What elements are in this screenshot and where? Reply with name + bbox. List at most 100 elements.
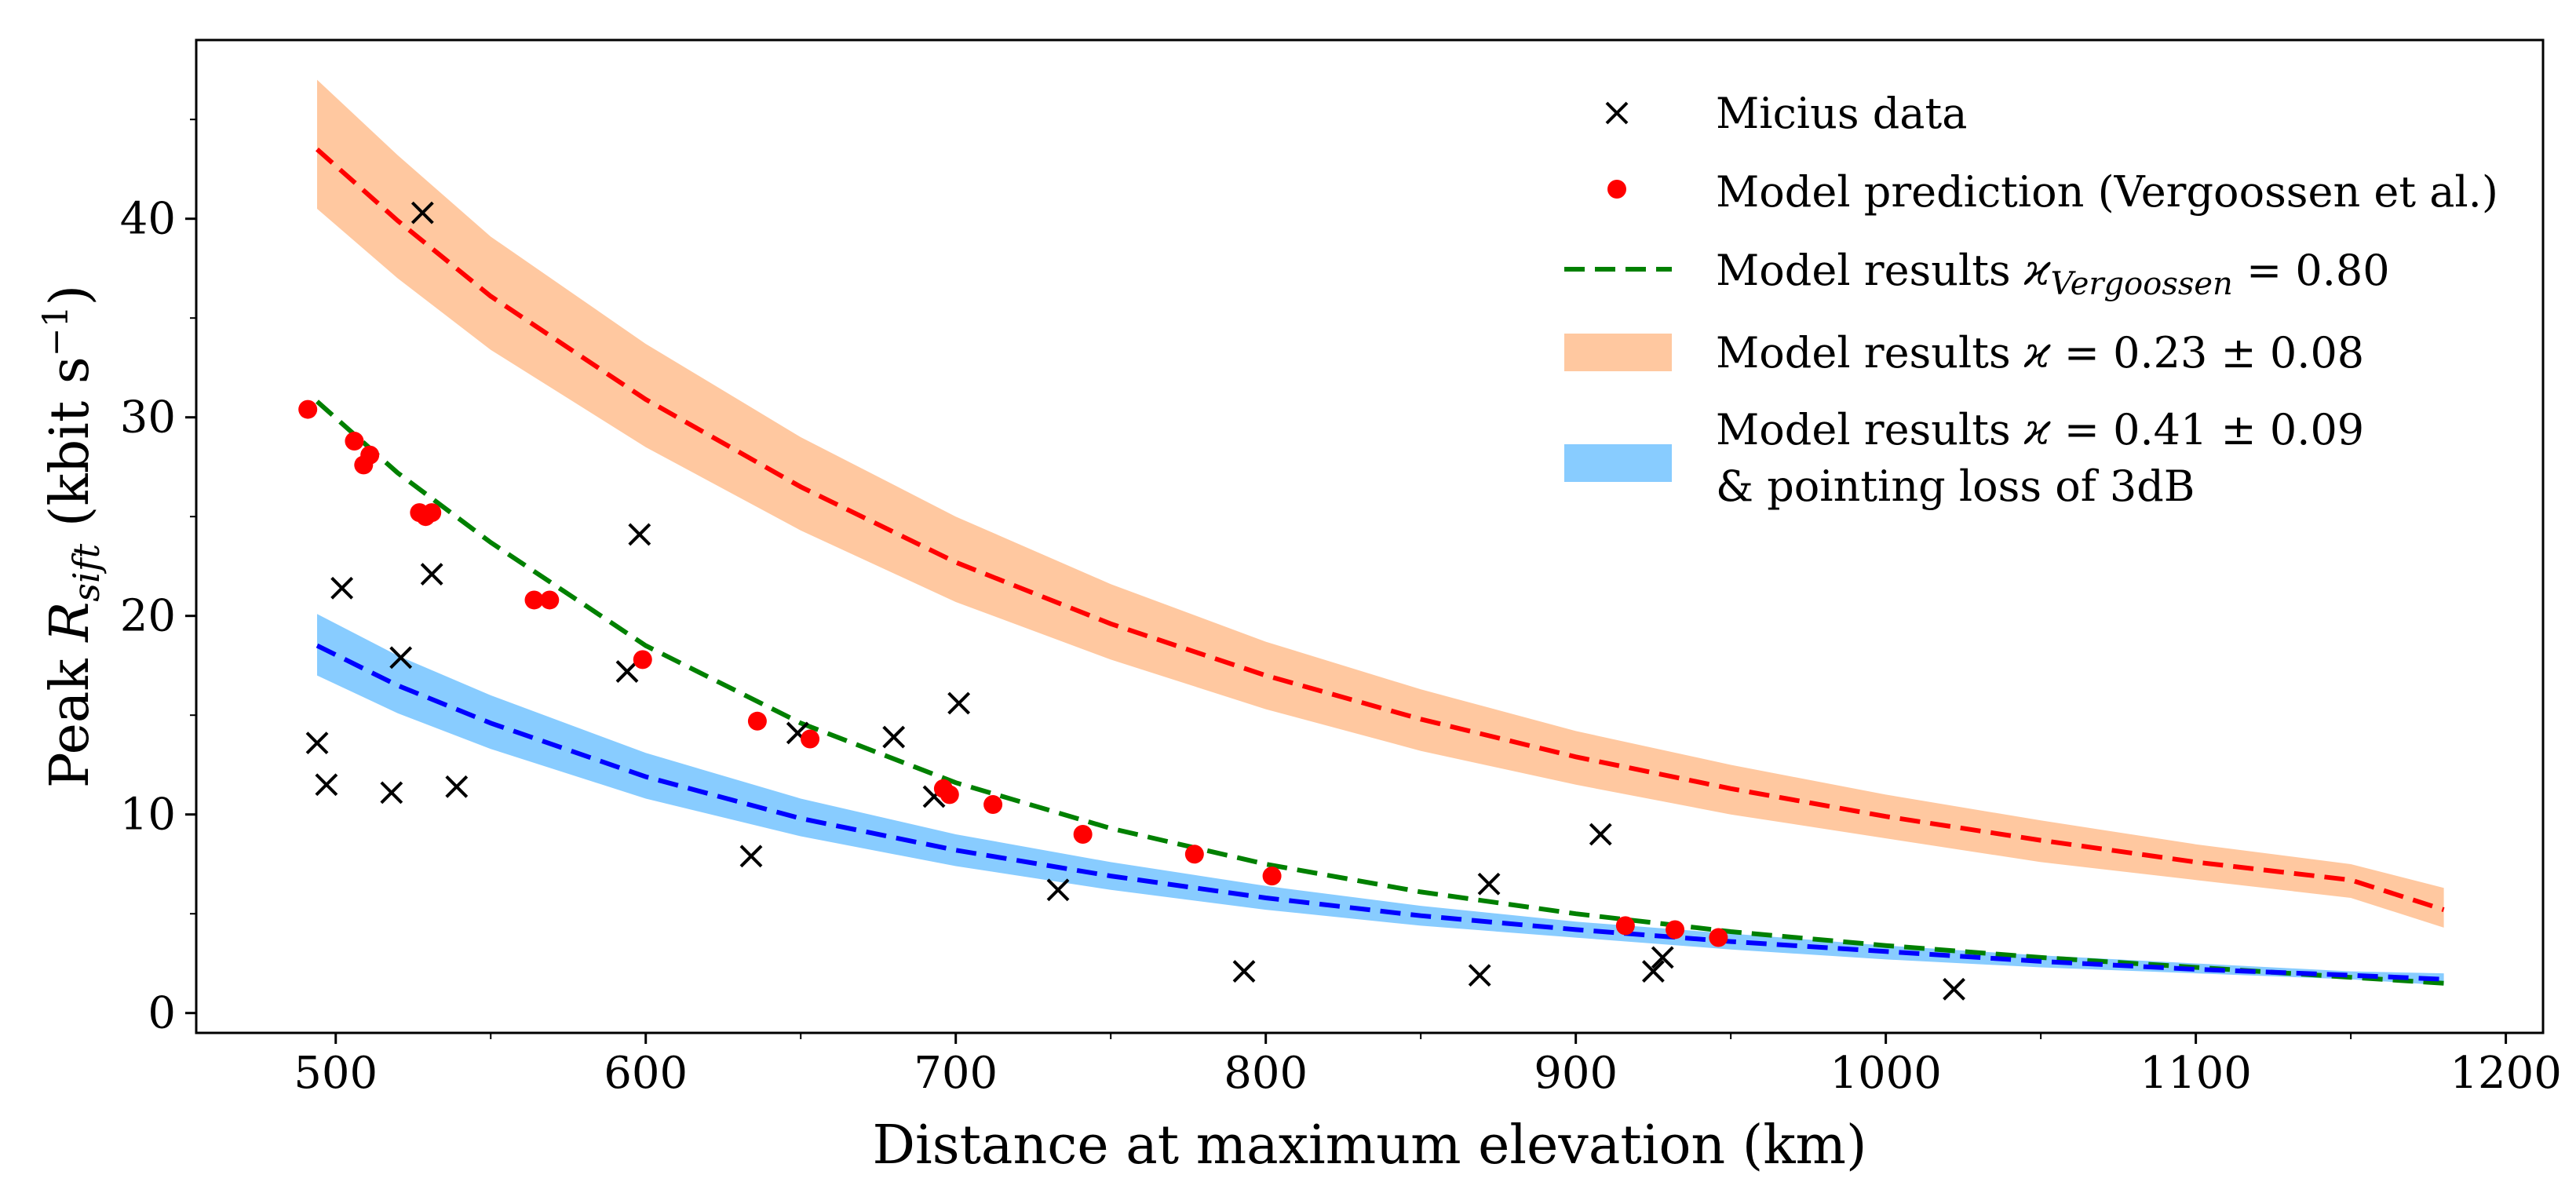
prediction-point-9 [633, 650, 652, 669]
micius-point-stroke-b [389, 646, 413, 669]
legend-label-vergoossen: Model results ϰVergoossen = 0.80 [1716, 246, 2390, 302]
legend-swatch-blue [1564, 444, 1672, 482]
y-label-subscript: sift [65, 543, 108, 601]
legend-label-blue-band-line2: & pointing loss of 3dB [1716, 462, 2195, 511]
band-series-4 [317, 614, 2444, 986]
x-tick-label-1000: 1000 [1830, 1048, 1942, 1099]
micius-point-stroke-b [1589, 823, 1612, 846]
x-axis: 500 600 700 800 900 1000 1100 1200 [294, 1033, 2562, 1099]
legend-orange-symbol: ϰ [2023, 328, 2051, 378]
prediction-point-6 [422, 503, 442, 523]
dashed-line-series-2 [316, 400, 2444, 986]
x-tick-label-500: 500 [294, 1048, 378, 1099]
x-tick-label-900: 900 [1534, 1048, 1618, 1099]
prediction-point-0 [298, 400, 318, 419]
y-label-exponent: −1 [36, 305, 76, 356]
legend-vergoossen-symbol: ϰ [2023, 246, 2051, 295]
micius-point-stroke-b [947, 691, 971, 715]
micius-point-5 [410, 201, 434, 224]
micius-point-stroke-b [628, 523, 651, 546]
micius-point-stroke-b [1468, 964, 1491, 987]
y-tick-label-40: 40 [120, 194, 176, 245]
micius-point-stroke-b [445, 775, 469, 798]
micius-point-14 [947, 691, 971, 715]
legend-item-vergoossen: Model results ϰVergoossen = 0.80 [1564, 246, 2390, 302]
legend-marker-x [1605, 101, 1629, 125]
micius-point-18 [1477, 872, 1501, 896]
y-tick-label-10: 10 [120, 790, 176, 841]
micius-point-2 [330, 576, 354, 600]
band-center-line-3 [316, 147, 2445, 912]
band-center-line-4 [316, 643, 2444, 982]
prediction-point-19 [1666, 920, 1685, 939]
y-label-units: (kbit s [39, 356, 101, 543]
micius-point-stroke-b [1232, 960, 1256, 983]
prediction-point-13 [940, 785, 959, 804]
micius-point-1 [315, 773, 338, 797]
legend-orange-prefix: Model results [1716, 328, 2024, 378]
micius-point-stroke-b [615, 660, 639, 683]
micius-point-16 [1232, 960, 1256, 983]
micius-point-stroke-b [1651, 946, 1674, 969]
x-tick-label-1100: 1100 [2140, 1048, 2252, 1099]
y-tick-label-30: 30 [120, 392, 176, 443]
micius-point-stroke-b [380, 781, 403, 804]
micius-point-stroke-b [305, 732, 329, 755]
legend-blue-prefix: Model results [1716, 405, 2024, 454]
micius-point-stroke-b [1943, 977, 1965, 1001]
micius-point-22 [1943, 977, 1965, 1001]
micius-point-3 [380, 781, 403, 804]
prediction-point-3 [360, 445, 380, 465]
y-label-symbol: R [39, 602, 101, 644]
legend-label-model-prediction: Model prediction (Vergoossen et al.) [1716, 167, 2498, 217]
micius-point-stroke-b [739, 845, 763, 868]
legend-swatch-orange [1564, 334, 1672, 371]
micius-point-17 [1468, 964, 1491, 987]
x-tick-label-700: 700 [914, 1048, 998, 1099]
micius-point-12 [882, 725, 906, 749]
micius-point-7 [445, 775, 469, 798]
y-label-close: ) [39, 285, 101, 306]
legend-label-blue-band: Model results ϰ = 0.41 ± 0.09 [1716, 405, 2364, 454]
x-tick-label-800: 800 [1224, 1048, 1308, 1099]
x-tick-label-600: 600 [604, 1048, 688, 1099]
prediction-point-15 [1073, 825, 1093, 844]
y-tick-label-0: 0 [148, 988, 176, 1039]
points-layer [298, 201, 1965, 1001]
legend-item-blue-band: Model results ϰ = 0.41 ± 0.09 & pointing… [1564, 405, 2364, 511]
micius-point-9 [628, 523, 651, 546]
prediction-point-18 [1615, 916, 1635, 936]
prediction-point-10 [747, 711, 767, 731]
legend-vergoossen-prefix: Model results [1716, 246, 2024, 295]
legend-label-micius: Micius data [1716, 89, 1967, 138]
legend-vergoossen-suffix: = 0.80 [2233, 246, 2390, 295]
y-axis-label: Peak Rsift (kbit s−1) [36, 285, 108, 788]
y-axis: 0 10 20 30 40 [120, 119, 196, 1039]
micius-point-stroke-b [410, 201, 434, 224]
legend-vergoossen-subscript: Vergoossen [2051, 266, 2233, 302]
x-tick-label-1200: 1200 [2450, 1048, 2562, 1099]
legend-marker-dot [1607, 180, 1626, 199]
micius-point-8 [615, 660, 639, 683]
legend-orange-suffix: = 0.23 ± 0.08 [2051, 328, 2365, 378]
prediction-point-20 [1709, 928, 1728, 947]
legend: Micius data Model prediction (Vergoossen… [1564, 89, 2498, 511]
prediction-point-14 [983, 795, 1003, 815]
micius-point-4 [389, 646, 413, 669]
prediction-point-1 [345, 432, 364, 451]
micius-point-20 [1641, 960, 1665, 983]
y-label-prefix: Peak [39, 642, 101, 788]
lines-layer [316, 147, 2445, 986]
micius-point-stroke-b [786, 721, 809, 745]
micius-point-15 [1046, 878, 1070, 902]
plot-area [298, 79, 2445, 1001]
micius-point-stroke-b [330, 576, 354, 600]
micius-point-0 [305, 732, 329, 755]
micius-point-stroke-b [1046, 878, 1070, 902]
micius-point-21 [1651, 946, 1674, 969]
x-axis-label: Distance at maximum elevation (km) [872, 1115, 1866, 1177]
micius-point-stroke-b [882, 725, 906, 749]
plot-frame [195, 38, 2545, 1034]
prediction-point-7 [524, 590, 544, 610]
